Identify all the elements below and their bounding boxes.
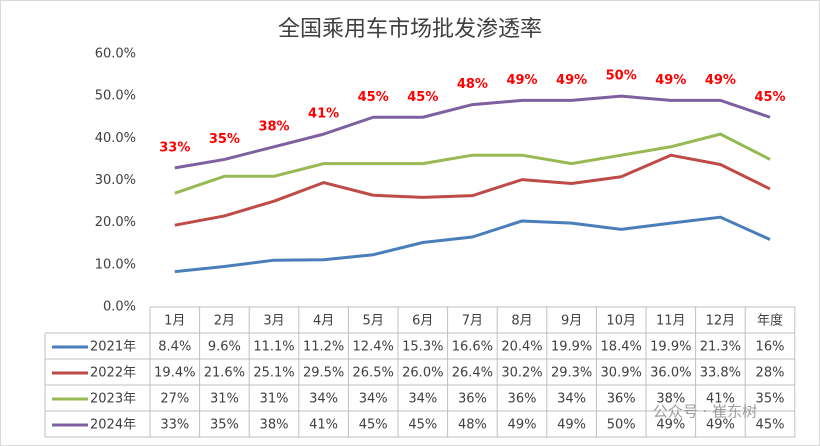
y-tick-label: 60.0%	[95, 47, 136, 62]
x-tick-label: 年度	[757, 313, 783, 329]
table-value: 49%	[508, 418, 537, 433]
table-value: 26.5%	[353, 366, 394, 381]
data-label: 49%	[556, 73, 587, 88]
y-tick-label: 40.0%	[95, 131, 136, 146]
series-line	[174, 94, 771, 170]
table-value: 49%	[706, 418, 735, 433]
table-value: 20.4%	[501, 340, 542, 355]
table-value: 29.3%	[551, 366, 592, 381]
table-value: 30.9%	[601, 366, 642, 381]
data-label: 50%	[606, 69, 637, 84]
table-value: 38%	[656, 392, 685, 407]
table-value: 41%	[706, 392, 735, 407]
table-value: 19.9%	[650, 340, 691, 355]
data-label: 45%	[407, 90, 438, 105]
watermark: 公众号 · 崔东树	[653, 403, 757, 421]
x-tick-label: 6月	[412, 314, 433, 329]
y-tick-label: 30.0%	[95, 173, 136, 188]
table-value: 11.1%	[253, 340, 294, 355]
chart-title: 全国乘用车市场批发渗透率	[278, 17, 542, 42]
table-value: 36%	[607, 392, 636, 407]
table-value: 35%	[756, 392, 785, 407]
table-value: 26.4%	[452, 366, 493, 381]
table-value: 35%	[210, 418, 239, 433]
legend-label: 2024年	[90, 418, 136, 433]
x-tick-label: 1月	[164, 314, 185, 329]
data-label: 41%	[308, 107, 339, 122]
table-value: 19.9%	[551, 340, 592, 355]
legend-label: 2023年	[90, 392, 136, 407]
table-value: 48%	[458, 418, 487, 433]
table-value: 27%	[160, 392, 189, 407]
table-value: 49%	[557, 418, 586, 433]
data-label: 38%	[258, 119, 289, 134]
legend-label: 2022年	[90, 366, 136, 381]
table-value: 9.6%	[208, 340, 241, 355]
table-value: 16.6%	[452, 340, 493, 355]
y-tick-label: 10.0%	[95, 257, 136, 272]
x-tick-label: 4月	[313, 314, 334, 329]
table-value: 31%	[260, 392, 289, 407]
data-label: 49%	[655, 73, 686, 88]
table-value: 12.4%	[353, 340, 394, 355]
x-tick-label: 2月	[214, 314, 235, 329]
x-tick-label: 8月	[511, 314, 532, 329]
series-line	[174, 153, 771, 227]
table-value: 34%	[359, 392, 388, 407]
y-tick-label: 0.0%	[103, 300, 136, 315]
table-value: 31%	[210, 392, 239, 407]
table-value: 29.5%	[303, 366, 344, 381]
data-label: 49%	[705, 73, 736, 88]
data-label: 35%	[209, 132, 240, 147]
table-value: 11.2%	[303, 340, 344, 355]
table-value: 45%	[756, 418, 785, 433]
data-label: 49%	[506, 73, 537, 88]
table-value: 28%	[756, 366, 785, 381]
table-value: 26.0%	[402, 366, 443, 381]
y-tick-label: 20.0%	[95, 215, 136, 230]
table-value: 38%	[260, 418, 289, 433]
table-value: 8.4%	[158, 340, 191, 355]
y-tick-label: 50.0%	[95, 89, 136, 104]
table-value: 49%	[656, 418, 685, 433]
x-tick-label: 12月	[706, 314, 736, 329]
table-value: 30.2%	[501, 366, 542, 381]
table-value: 34%	[408, 392, 437, 407]
legend-label: 2021年	[90, 340, 136, 355]
table-value: 25.1%	[253, 366, 294, 381]
table-value: 34%	[309, 392, 338, 407]
table-value: 33.8%	[700, 366, 741, 381]
x-tick-label: 11月	[656, 314, 686, 329]
x-tick-label: 9月	[561, 314, 582, 329]
table-value: 21.6%	[204, 366, 245, 381]
table-value: 45%	[359, 418, 388, 433]
table-value: 15.3%	[402, 340, 443, 355]
x-tick-label: 10月	[606, 314, 636, 329]
data-label: 33%	[159, 140, 190, 155]
table-value: 36%	[508, 392, 537, 407]
table-value: 36.0%	[650, 366, 691, 381]
table-value: 19.4%	[154, 366, 195, 381]
data-label: 45%	[754, 90, 785, 105]
table-value: 41%	[309, 418, 338, 433]
table-value: 16%	[756, 340, 785, 355]
data-label: 45%	[358, 90, 389, 105]
table-value: 36%	[458, 392, 487, 407]
x-tick-label: 5月	[363, 314, 384, 329]
table-value: 34%	[557, 392, 586, 407]
x-tick-label: 3月	[263, 314, 284, 329]
table-value: 33%	[160, 418, 189, 433]
table-value: 45%	[408, 418, 437, 433]
table-value: 21.3%	[700, 340, 741, 355]
table-value: 18.4%	[601, 340, 642, 355]
x-tick-label: 7月	[462, 314, 483, 329]
series-line	[174, 132, 771, 195]
series-line	[174, 215, 771, 274]
data-label: 48%	[457, 77, 488, 92]
table-value: 50%	[607, 418, 636, 433]
